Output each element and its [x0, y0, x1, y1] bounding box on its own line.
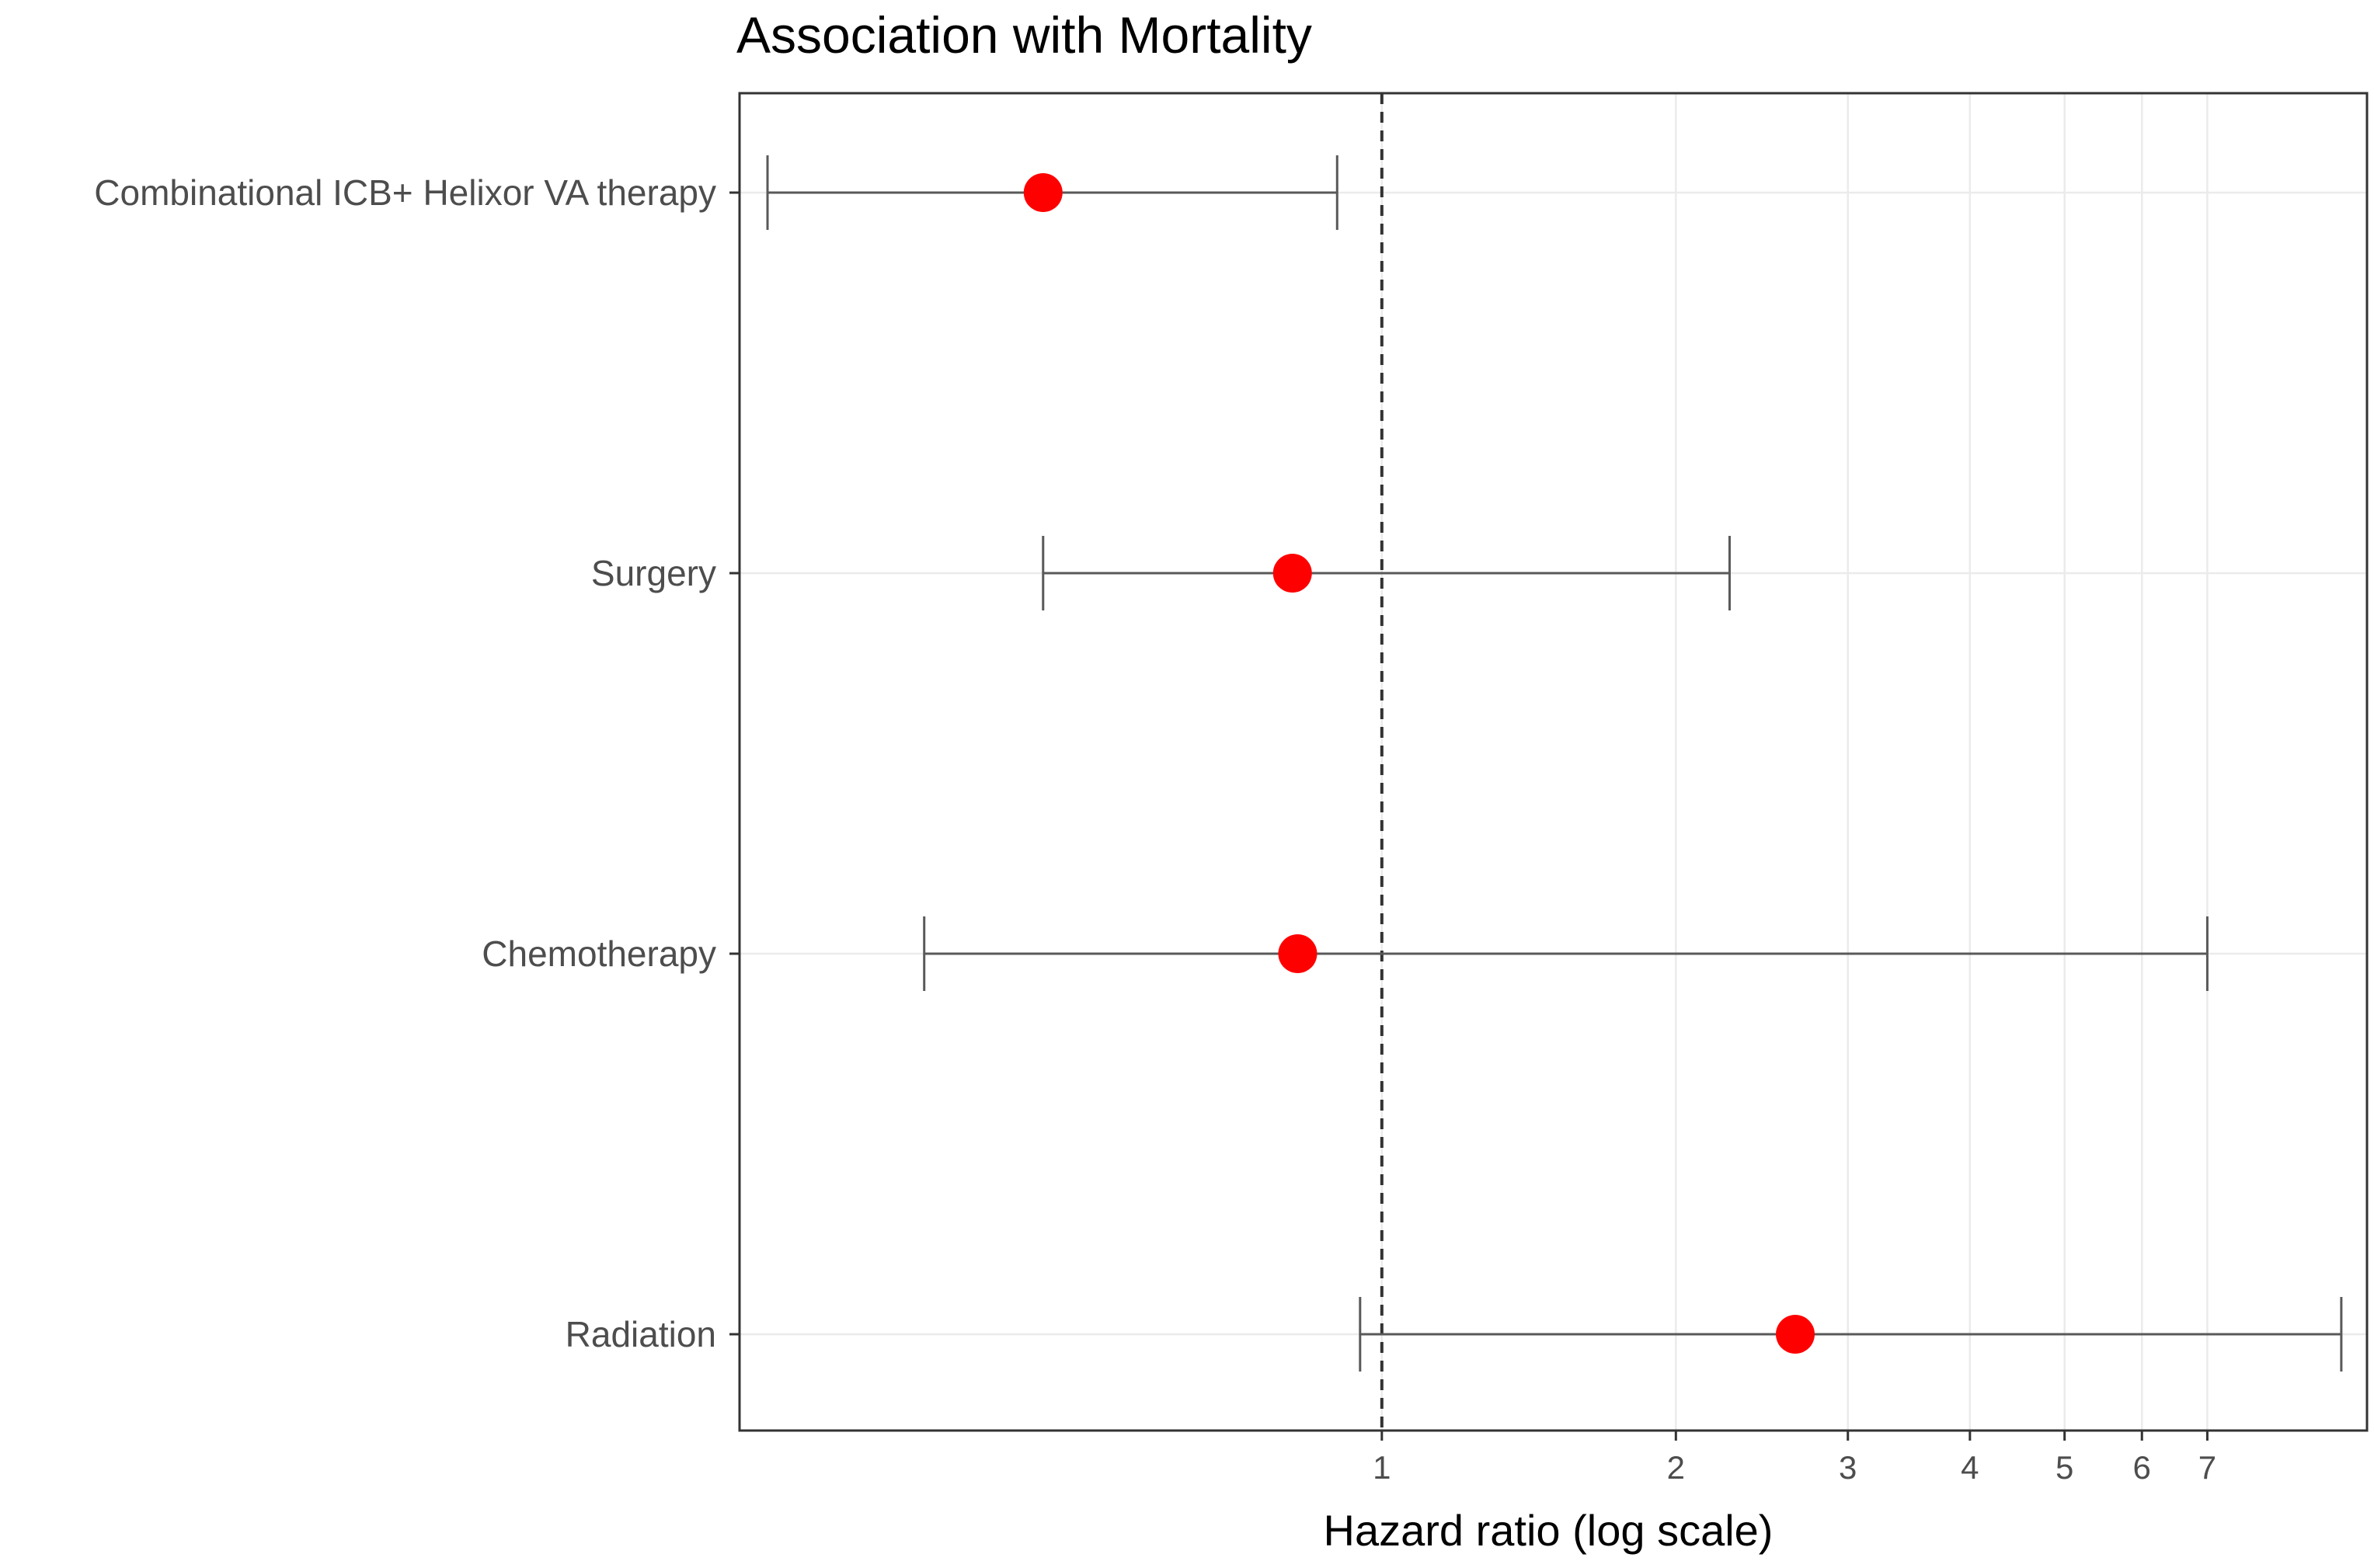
x-tick-label: 1: [1373, 1449, 1391, 1486]
y-category-label: Surgery: [591, 553, 716, 593]
x-tick-label: 5: [2055, 1449, 2073, 1486]
x-tick-label: 2: [1667, 1449, 1685, 1486]
hazard-ratio-point: [1775, 1315, 1815, 1354]
x-tick-label: 6: [2133, 1449, 2151, 1486]
y-category-label: Radiation: [566, 1314, 716, 1354]
error-bars: [766, 155, 2343, 1372]
chart-title: Association with Mortality: [736, 6, 1312, 64]
hazard-ratio-point: [1278, 934, 1318, 973]
x-axis: 1 2 3 4 5 6 7: [1373, 1431, 2216, 1486]
y-category-label: Chemotherapy: [482, 933, 716, 974]
grid-lines: [740, 93, 2367, 1431]
hazard-ratio-point: [1272, 554, 1312, 593]
point-estimates: [1023, 173, 1815, 1354]
x-tick-label: 7: [2198, 1449, 2216, 1486]
x-axis-title: Hazard ratio (log scale): [1324, 1506, 1774, 1555]
y-category-label: Combinational ICB+ Helixor VA therapy: [94, 172, 716, 213]
panel-border: [738, 92, 2369, 1432]
x-tick-label: 3: [1839, 1449, 1857, 1486]
y-axis: Combinational ICB+ Helixor VA therapy Sur…: [94, 172, 740, 1354]
hazard-ratio-point: [1023, 173, 1063, 212]
x-tick-label: 4: [1961, 1449, 1979, 1486]
